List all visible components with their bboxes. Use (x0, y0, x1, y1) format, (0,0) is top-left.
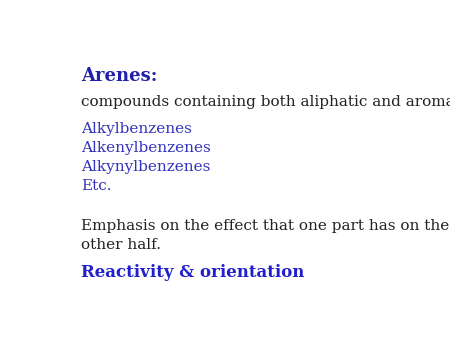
Text: Alkynylbenzenes: Alkynylbenzenes (81, 160, 210, 174)
Text: Etc.: Etc. (81, 179, 111, 193)
Text: compounds containing both aliphatic and aromatic parts.: compounds containing both aliphatic and … (81, 95, 450, 109)
Text: Emphasis on the effect that one part has on the chemistry of the: Emphasis on the effect that one part has… (81, 219, 450, 233)
Text: Reactivity & orientation: Reactivity & orientation (81, 264, 304, 281)
Text: Arenes:: Arenes: (81, 67, 157, 84)
Text: other half.: other half. (81, 238, 161, 251)
Text: Alkenylbenzenes: Alkenylbenzenes (81, 141, 211, 155)
Text: Alkylbenzenes: Alkylbenzenes (81, 122, 192, 136)
